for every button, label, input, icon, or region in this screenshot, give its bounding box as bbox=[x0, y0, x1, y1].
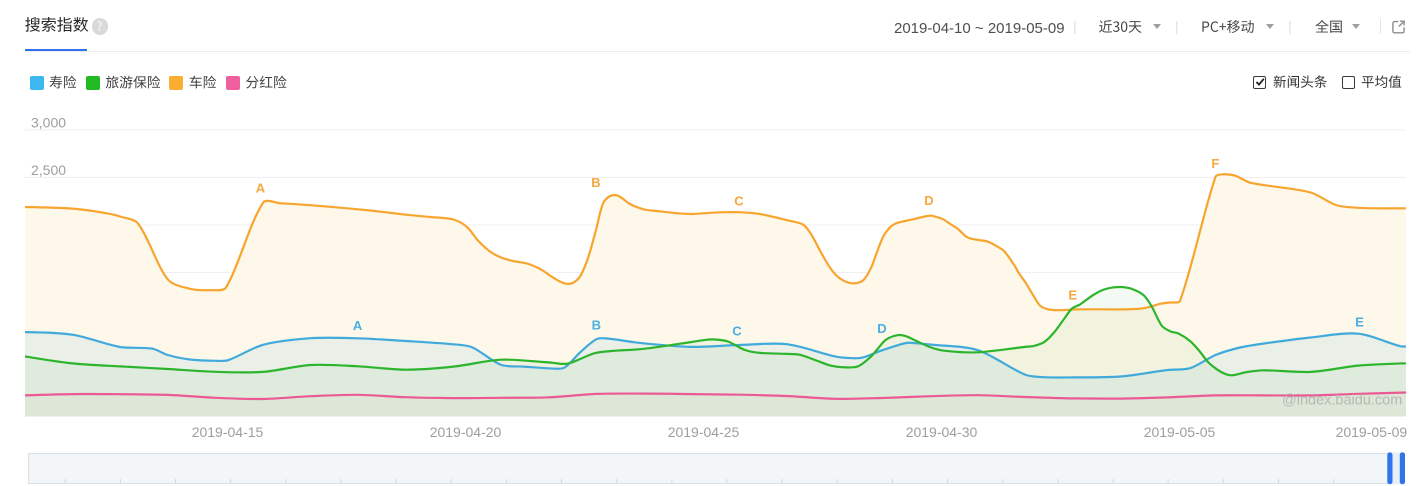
svg-text:C: C bbox=[734, 194, 744, 209]
svg-text:2019-05-09: 2019-05-09 bbox=[1336, 424, 1408, 440]
svg-text:D: D bbox=[924, 193, 933, 208]
svg-text:2019-04-20: 2019-04-20 bbox=[430, 424, 502, 440]
svg-text:D: D bbox=[877, 321, 886, 336]
svg-text:E: E bbox=[1068, 288, 1077, 303]
svg-text:C: C bbox=[732, 323, 742, 338]
svg-text:A: A bbox=[256, 181, 266, 196]
svg-text:B: B bbox=[591, 175, 600, 190]
svg-text:B: B bbox=[592, 317, 601, 332]
svg-text:2019-05-05: 2019-05-05 bbox=[1144, 424, 1216, 440]
svg-text:A: A bbox=[353, 318, 363, 333]
svg-text:F: F bbox=[1211, 156, 1219, 171]
svg-text:2019-04-15: 2019-04-15 bbox=[192, 424, 264, 440]
svg-text:@index.baidu.com: @index.baidu.com bbox=[1282, 393, 1402, 409]
svg-text:E: E bbox=[1355, 315, 1364, 330]
svg-text:2019-04-25: 2019-04-25 bbox=[668, 424, 740, 440]
svg-text:2,500: 2,500 bbox=[31, 162, 66, 178]
svg-text:3,000: 3,000 bbox=[31, 115, 66, 131]
svg-text:2019-04-30: 2019-04-30 bbox=[906, 424, 978, 440]
